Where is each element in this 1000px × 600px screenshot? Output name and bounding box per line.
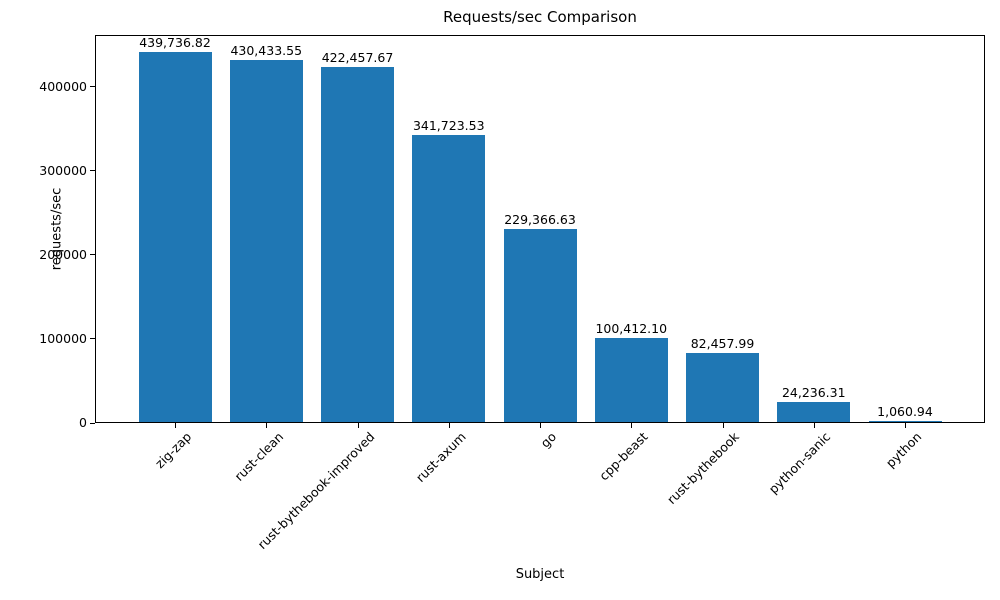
bar [868,421,942,422]
bar [321,66,394,422]
chart-title: Requests/sec Comparison [443,8,637,26]
x-tick-mark [631,423,633,428]
x-tick-label: rust-bythebook [664,429,743,508]
bar [412,134,486,422]
x-tick-label: cpp-beast [596,429,651,484]
bar-value-label: 422,457.67 [321,49,394,65]
y-tick-mark [90,338,95,340]
bar-value-label: 82,457.99 [690,335,755,351]
bar [138,52,212,422]
bar-value-label: 24,236.31 [781,384,846,400]
bar [777,401,851,422]
bar-value-label: 1,060.94 [877,404,933,419]
x-tick-mark [175,423,176,428]
bar-value-label: 341,723.53 [412,117,485,133]
x-tick-label: zig-zap [152,429,195,472]
x-tick-mark [266,423,268,428]
y-tick-mark [90,422,95,424]
x-tick-label: python-sanic [765,429,834,497]
y-tick-label: 100000 [39,330,87,346]
bar [594,337,668,422]
x-tick-mark [905,423,906,428]
bar-value-label: 430,433.55 [230,43,303,59]
bar [503,229,577,422]
y-tick-label: 300000 [39,162,87,178]
y-tick-label: 0 [79,415,87,430]
x-tick-mark [813,423,815,428]
bar [229,60,303,422]
x-tick-label: rust-axum [412,429,469,485]
x-axis-label: Subject [515,567,565,582]
y-tick-label: 400000 [39,78,87,94]
bar-value-label: 229,366.63 [504,212,576,228]
x-tick-label: python [883,429,925,471]
x-tick-mark [448,423,450,428]
x-tick-mark [540,423,541,428]
bar [686,352,759,422]
x-tick-label: rust-clean [230,429,286,484]
bar-value-label: 439,736.82 [139,35,211,51]
y-tick-label: 200000 [39,246,87,262]
x-tick-mark [722,423,724,428]
y-tick-mark [90,170,95,172]
y-tick-mark [90,254,95,256]
bar-value-label: 100,412.10 [595,320,668,336]
x-tick-mark [357,423,359,428]
y-tick-mark [90,86,95,88]
x-tick-label: go [537,429,560,451]
